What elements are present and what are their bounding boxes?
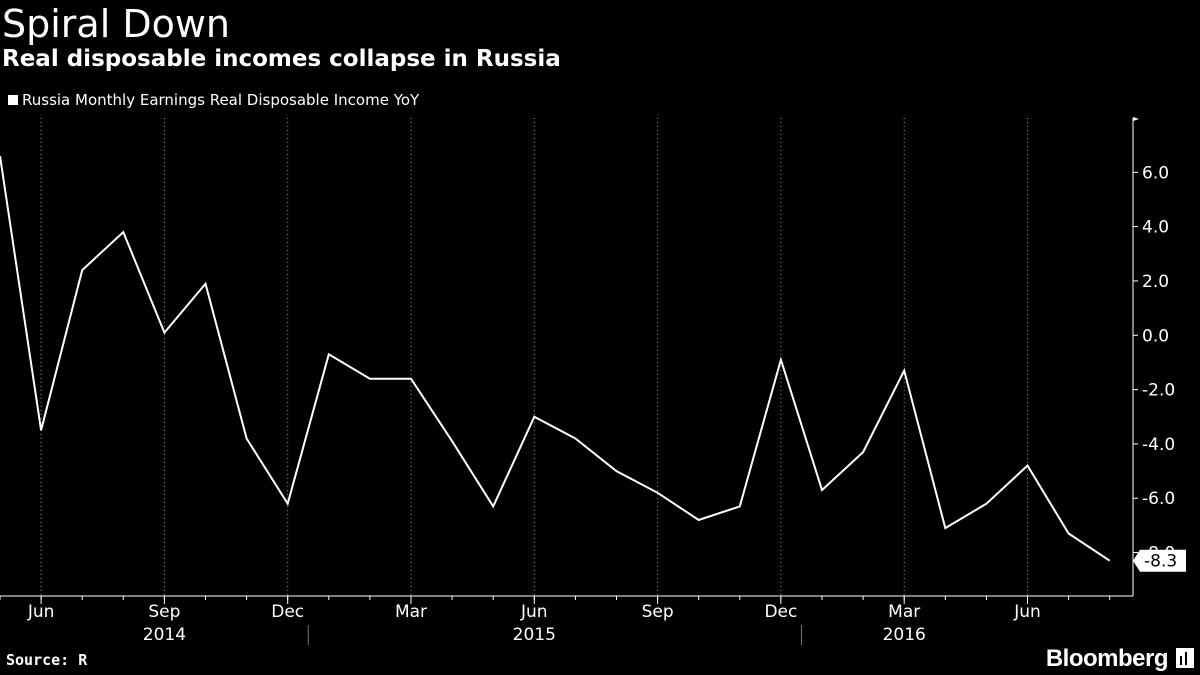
y-tick-label: 4.0 <box>1142 218 1169 238</box>
x-tick-label: Jun <box>27 602 55 622</box>
chart-subtitle: Real disposable incomes collapse in Russ… <box>2 46 561 72</box>
y-axis-arrow <box>1133 117 1139 121</box>
last-value-badge <box>1133 549 1186 572</box>
y-tick-label: 6.0 <box>1142 163 1169 183</box>
year-label: 2014 <box>143 625 186 645</box>
year-label: 2016 <box>883 625 926 645</box>
gridlines <box>40 118 1028 596</box>
x-tick-label: Dec <box>764 602 797 622</box>
x-tick-label: Sep <box>148 602 180 622</box>
x-axis-labels: Jun Sep Dec Mar Jun Sep Dec Mar Jun 2014 2015 2016 <box>27 602 1041 645</box>
x-tick-label: Dec <box>271 602 304 622</box>
x-tick-label: Jun <box>520 602 548 622</box>
axes <box>0 117 1139 645</box>
x-tick-label: Sep <box>642 602 674 622</box>
y-tick-label: -4.0 <box>1142 435 1175 455</box>
x-tick-label: Mar <box>888 602 920 622</box>
brand-logo: Bloomberg <box>1045 645 1169 672</box>
legend: Russia Monthly Earnings Real Disposable … <box>8 90 419 110</box>
y-tick-label: -2.0 <box>1142 381 1175 401</box>
bloomberg-chart-icon <box>1176 648 1194 668</box>
source-note: Source: R <box>6 651 88 669</box>
y-tick-label: -6.0 <box>1142 489 1175 509</box>
y-tick-label: 2.0 <box>1142 272 1169 292</box>
y-tick-label: 0.0 <box>1142 326 1169 346</box>
last-value-label: -8.3 <box>1144 552 1177 572</box>
y-axis-labels: 6.04.02.00.0-2.0-4.0-6.0-8.0 <box>1142 163 1175 563</box>
x-tick-label: Mar <box>395 602 427 622</box>
x-tick-label: Jun <box>1013 602 1041 622</box>
series-line-real-disposable-income <box>0 155 1111 562</box>
chart-title: Spiral Down <box>2 2 231 46</box>
legend-label: Russia Monthly Earnings Real Disposable … <box>22 91 420 109</box>
series-layer: -8.3 <box>0 155 1186 572</box>
legend-swatch <box>8 95 18 105</box>
year-label: 2015 <box>513 625 556 645</box>
